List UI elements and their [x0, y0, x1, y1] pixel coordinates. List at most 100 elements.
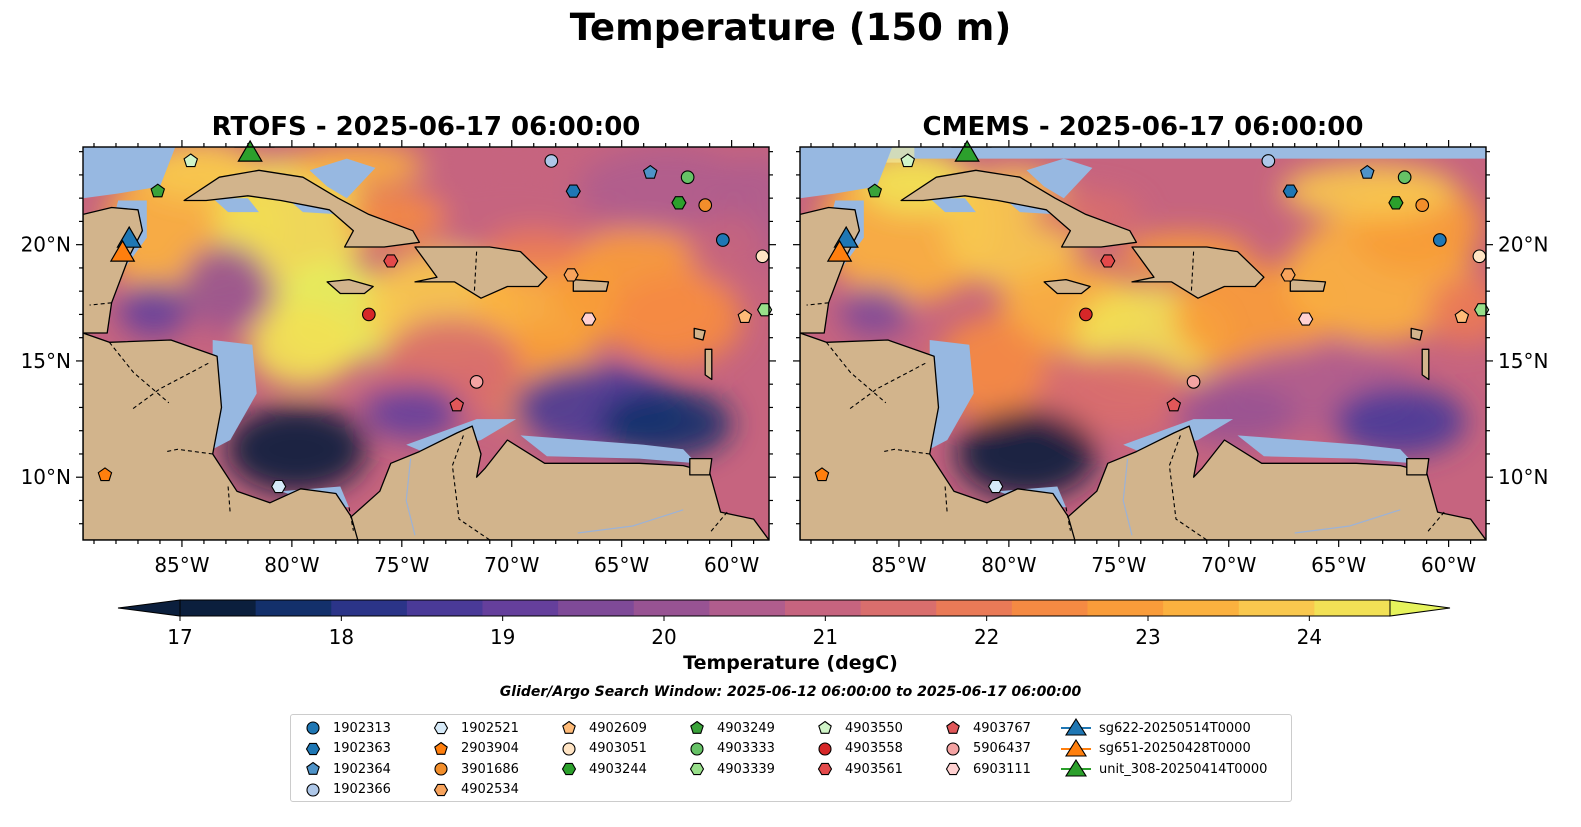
land-florida [951, 147, 993, 148]
search-window-caption: Glider/Argo Search Window: 2025-06-12 06… [499, 684, 1082, 700]
map-frame [82, 146, 770, 541]
colorbar-tick-label: 24 [1297, 625, 1322, 649]
legend-entry-4902534: 4902534 [429, 780, 519, 801]
legend-label: 1902363 [333, 741, 391, 757]
country-border [1065, 507, 1071, 531]
profile-marker-3901686 [698, 198, 713, 212]
legend-label: 4903558 [845, 741, 903, 757]
legend-label: 4903051 [589, 741, 647, 757]
country-border [166, 448, 213, 455]
colorbar-segment [936, 600, 1013, 616]
legend-label: 4903339 [717, 761, 775, 777]
legend-entry-4903561: 4903561 [813, 759, 903, 780]
profile-marker-5906437 [1186, 375, 1201, 389]
profile-marker-6903111 [581, 312, 597, 326]
glider-marker-sg651-20250428T0000 [826, 239, 853, 262]
profile-marker-3901686 [1415, 198, 1430, 212]
country-border [131, 362, 209, 411]
legend-label: 4903333 [717, 741, 775, 757]
profile-marker-4903767 [1166, 397, 1182, 412]
country-border [451, 435, 491, 540]
profile-marker-4903244 [1388, 196, 1404, 210]
lat-tick-label: 10°N [1498, 465, 1548, 489]
colorbar-tick-label: 23 [1135, 625, 1160, 649]
land-trinidad [689, 457, 713, 476]
legend-label: sg651-20250428T0000 [1099, 741, 1251, 757]
country-border [1168, 435, 1208, 540]
profile-marker-4903550 [900, 153, 916, 168]
land-cuba [183, 169, 421, 248]
lon-tick-label: 75°W [374, 553, 429, 577]
profile-marker-4903249 [867, 183, 883, 198]
country-border [227, 486, 231, 515]
river [1294, 509, 1401, 534]
lon-tick-label: 85°W [154, 553, 209, 577]
legend-entry-4903244: 4903244 [557, 759, 647, 780]
country-border [108, 341, 170, 404]
land-jamaica [1043, 278, 1091, 295]
glider-marker-unit_308-20250414T0000 [954, 139, 980, 162]
colorbar-segment [1238, 600, 1315, 616]
profile-marker-2903904 [97, 467, 113, 482]
shelf-shallow [800, 147, 893, 199]
colorbar-tick-label: 20 [651, 625, 676, 649]
shelf-shallow [212, 340, 257, 450]
lat-tick-label: 20°N [1498, 233, 1548, 257]
land-lesser1 [693, 327, 706, 341]
colorbar-segment [785, 600, 862, 616]
country-border [89, 302, 112, 306]
colorbar-segment [1011, 600, 1088, 616]
colorbar-segment [1087, 600, 1164, 616]
lon-tick-label: 80°W [981, 553, 1036, 577]
profile-marker-4903767 [449, 397, 465, 412]
land-lesser1 [1410, 327, 1423, 341]
profile-marker-4903561 [383, 254, 399, 268]
legend-label: 4903550 [845, 720, 903, 736]
river [577, 509, 684, 534]
cmems-map: 85°W 80°W 75°W 70°W 65°W 60°W 10°N 15°N 20°N [793, 139, 1548, 577]
shelf-shallow [212, 198, 259, 213]
shelf-shallow [929, 340, 974, 450]
colorbar-segment [255, 600, 332, 616]
colorbar: 17 18 19 20 21 22 23 24 [117, 599, 1451, 649]
shelf-shallow [1026, 158, 1093, 199]
land-florida [234, 147, 276, 148]
land-south [1067, 425, 1486, 540]
colorbar-label: Temperature (degC) [683, 652, 898, 674]
legend-entry-1902364: 1902364 [301, 759, 391, 780]
legend-entry-2903904: 2903904 [429, 739, 519, 760]
profile-marker-4903333 [1397, 170, 1412, 185]
lon-tick-label: 65°W [1311, 553, 1366, 577]
legend-label: 4903244 [589, 761, 647, 777]
profile-marker-6903111 [1298, 312, 1314, 326]
colorbar-tick-label: 18 [329, 625, 354, 649]
country-border [709, 511, 728, 534]
profile-marker-1902521 [988, 479, 1004, 494]
shelf-shallow [929, 198, 976, 213]
profile-marker-4903558 [1078, 307, 1093, 322]
lat-tick-label: 10°N [21, 465, 71, 489]
legend-entry-5906437: 5906437 [941, 739, 1031, 760]
legend-label: sg622-20250514T0000 [1099, 720, 1251, 736]
profile-marker-1902521 [271, 479, 287, 494]
legend-entry-4903558: 4903558 [813, 739, 903, 760]
legend-entry-4902609: 4902609 [557, 718, 647, 739]
legend-entry-1902313: 1902313 [301, 718, 391, 739]
profile-marker-4903244 [671, 196, 687, 210]
colorbar-tick-label: 22 [974, 625, 999, 649]
shelf-shallow [309, 158, 376, 199]
colorbar-segment [709, 600, 786, 616]
colorbar-segment [1314, 600, 1391, 616]
domain-edge [800, 147, 1486, 159]
land-cuba [900, 169, 1138, 248]
colorbar-segment [633, 600, 710, 616]
profile-marker-1902313 [1432, 233, 1447, 247]
lon-tick-label: 75°W [1091, 553, 1146, 577]
legend-label: 4903767 [973, 720, 1031, 736]
legend-entry-4903339: 4903339 [685, 759, 775, 780]
legend-label: 5906437 [973, 741, 1031, 757]
profile-marker-1902364 [1359, 164, 1375, 179]
profile-marker-4903339 [756, 303, 773, 317]
legend-entry-unit_308-20250414T0000: unit_308-20250414T0000 [1061, 759, 1267, 780]
